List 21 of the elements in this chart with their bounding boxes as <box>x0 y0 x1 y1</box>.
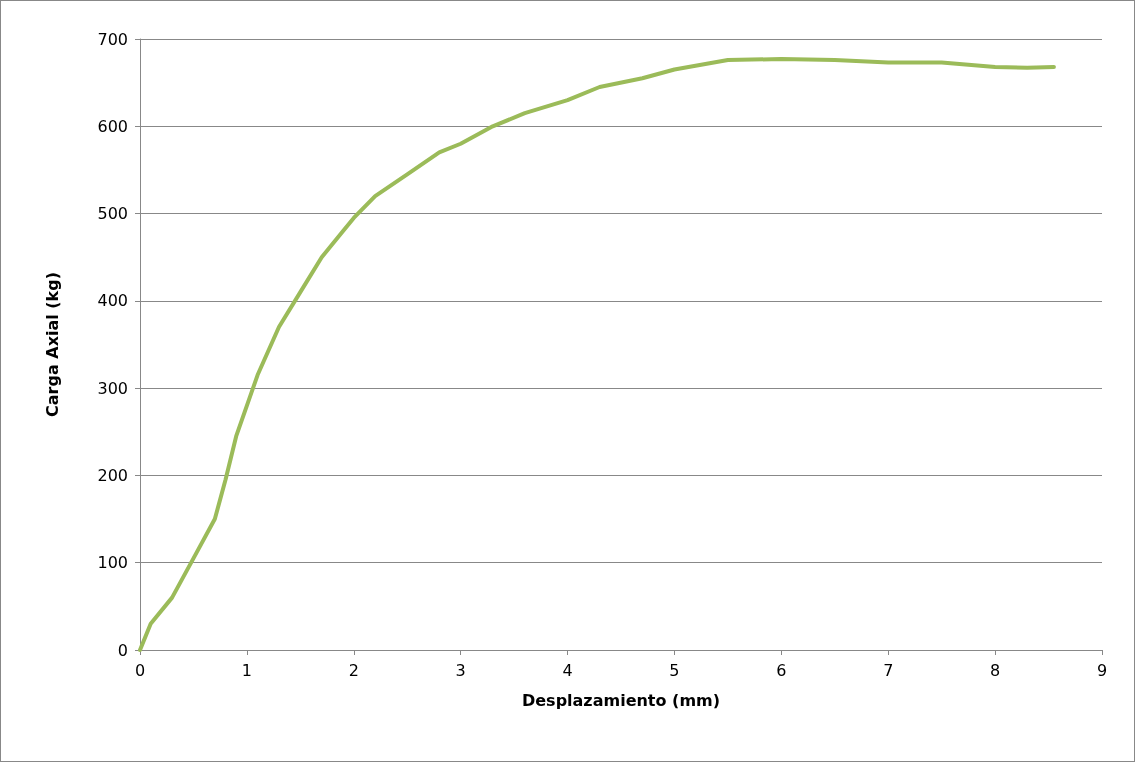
x-tick-label: 0 <box>134 660 146 680</box>
x-tick-label: 1 <box>241 660 252 680</box>
y-tick-label: 300 <box>97 378 128 398</box>
y-tick-label: 600 <box>97 116 128 136</box>
y-tick-label: 200 <box>97 465 128 485</box>
x-tick-label: 2 <box>348 660 359 680</box>
x-tick-label: 4 <box>562 660 573 680</box>
y-tick-label: 100 <box>97 553 128 573</box>
x-tick-label: 3 <box>455 660 466 680</box>
y-tick-label: 0 <box>117 640 128 660</box>
y-axis-title: Carga Axial (kg) <box>42 271 62 418</box>
x-tick-label: 5 <box>669 660 680 680</box>
x-axis-title: Desplazamiento (mm) <box>521 690 721 710</box>
x-tick-label: 9 <box>1096 660 1108 680</box>
x-tick-label: 6 <box>776 660 787 680</box>
x-tick-label: 8 <box>990 660 1001 680</box>
y-tick-label: 700 <box>97 29 128 49</box>
x-tick-label: 7 <box>883 660 894 680</box>
line-series <box>138 57 1056 652</box>
y-tick-label: 500 <box>97 204 128 224</box>
y-tick-label: 400 <box>97 291 128 311</box>
